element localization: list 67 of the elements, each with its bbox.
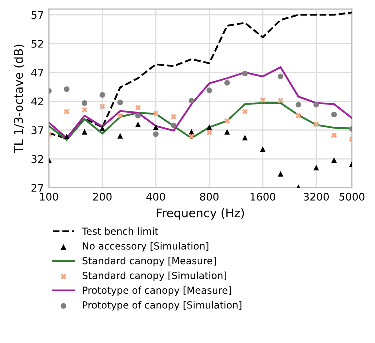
point xyxy=(118,100,124,106)
point xyxy=(135,105,142,111)
legend-label: Standard canopy [Measure] xyxy=(82,257,216,267)
legend-label: Prototype of canopy [Simulation] xyxy=(83,301,242,311)
point xyxy=(82,100,88,106)
point xyxy=(82,107,88,113)
point xyxy=(171,122,177,128)
point xyxy=(64,134,70,140)
point xyxy=(188,98,194,104)
y-tick-label: 42 xyxy=(32,98,44,106)
point xyxy=(260,146,266,152)
point xyxy=(224,118,230,124)
point xyxy=(260,98,266,104)
point xyxy=(118,133,124,139)
x-tick-label: 5000 xyxy=(340,193,365,201)
y-tick-label: 52 xyxy=(32,40,44,48)
point xyxy=(82,129,88,135)
point xyxy=(332,158,338,164)
point xyxy=(100,104,106,110)
point xyxy=(206,124,212,130)
line-series xyxy=(49,12,352,140)
point xyxy=(153,110,159,116)
point xyxy=(135,113,142,119)
point xyxy=(296,102,302,108)
x-tick-label: 3200 xyxy=(304,193,330,201)
legend-label: Standard canopy [Simulation] xyxy=(82,272,226,282)
y-tick-label: 37 xyxy=(32,126,44,134)
point xyxy=(242,135,248,141)
legend-label: No accessory [Simulation] xyxy=(83,242,209,252)
line-series xyxy=(49,66,352,140)
point xyxy=(100,126,106,132)
x-tick-label: 200 xyxy=(93,193,112,201)
point xyxy=(242,71,248,77)
x-tick-label: 400 xyxy=(146,193,166,201)
point xyxy=(224,80,230,86)
y-tick-label: 32 xyxy=(32,155,44,164)
point xyxy=(314,122,320,128)
point xyxy=(296,113,302,119)
x-tick-label: 100 xyxy=(40,193,58,201)
point xyxy=(188,134,194,140)
point xyxy=(278,74,284,80)
point xyxy=(171,114,177,120)
point xyxy=(332,132,338,138)
x-tick-label: 1600 xyxy=(250,193,276,201)
y-tick-label: 27 xyxy=(32,184,44,192)
point xyxy=(100,92,106,98)
point xyxy=(314,102,320,108)
point xyxy=(153,132,159,138)
point xyxy=(64,86,70,92)
legend-label: Test bench limit xyxy=(82,228,158,236)
y-axis-title: TL 1/3-octave (dB) xyxy=(14,44,25,154)
point xyxy=(332,112,338,118)
y-tick-label: 47 xyxy=(32,69,44,77)
point xyxy=(206,130,212,136)
point xyxy=(224,129,230,135)
point xyxy=(206,88,212,94)
point xyxy=(278,98,284,104)
point xyxy=(278,171,284,177)
point xyxy=(118,113,124,119)
point xyxy=(314,165,320,171)
point xyxy=(64,109,70,115)
x-axis-title: Frequency (Hz) xyxy=(157,208,244,220)
point xyxy=(135,122,142,128)
x-tick-label: 800 xyxy=(200,193,219,201)
y-tick-label: 57 xyxy=(32,11,44,20)
legend-label: Prototype of canopy [Measure] xyxy=(83,286,232,296)
point xyxy=(242,109,248,115)
